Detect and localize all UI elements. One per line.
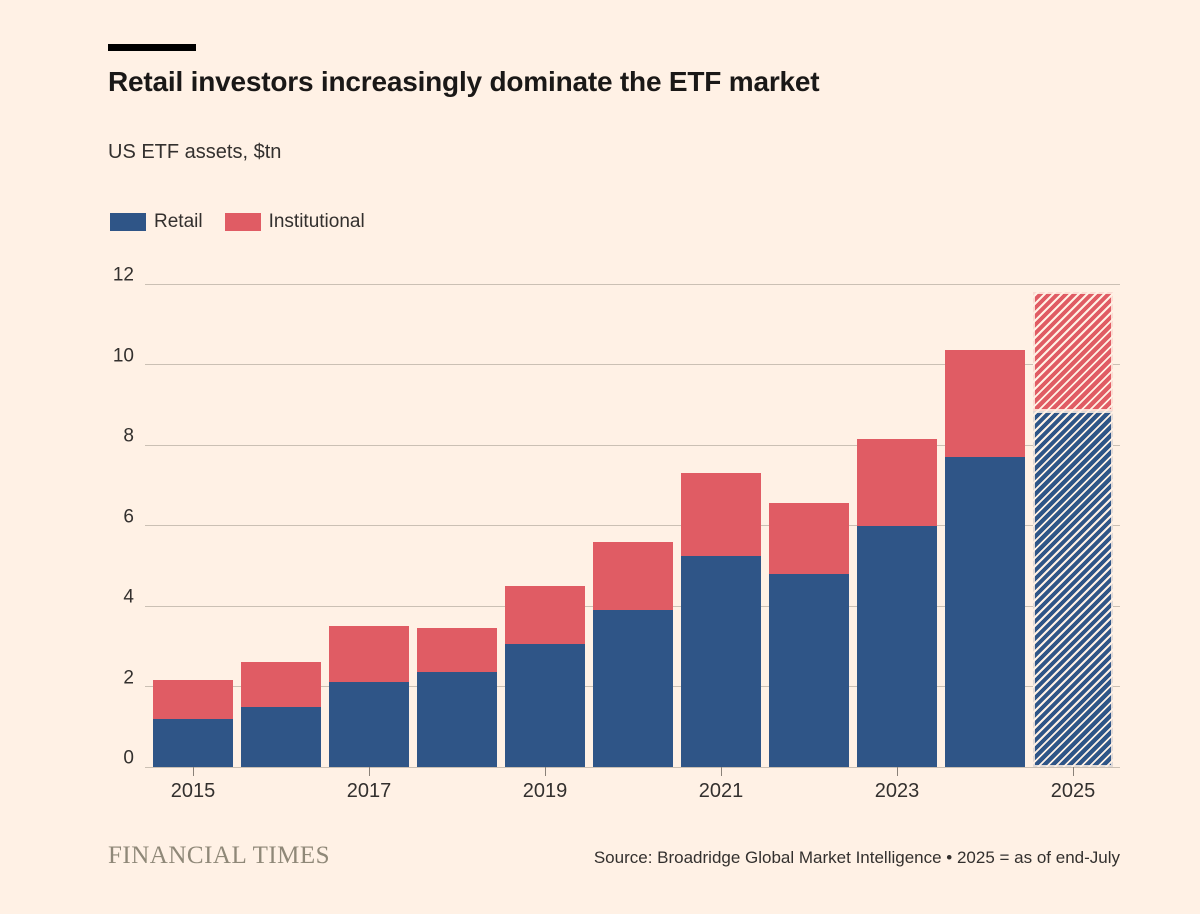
x-axis-label-2015: 2015 [170,780,216,802]
bar-segment-retail-2020 [593,610,673,767]
bar-segment-institutional-2020 [593,541,673,611]
x-axis-label-2021: 2021 [698,780,744,802]
bar-segment-institutional-2019 [505,585,585,645]
bar-2021 [681,473,761,767]
bar-segment-institutional-2016 [241,662,321,707]
x-axis-tick-2025 [1073,767,1074,776]
chart-subtitle: US ETF assets, $tn [108,141,282,163]
bar-2015 [153,680,233,767]
gridline-y-12 [145,283,1120,285]
x-axis-label-2017: 2017 [346,780,392,802]
bar-2024 [945,350,1025,767]
bar-segment-retail-2024 [945,457,1025,767]
source-note: Source: Broadridge Global Market Intelli… [593,848,1120,867]
bar-segment-retail-2019 [505,644,585,767]
bar-2022 [769,503,849,767]
bar-2019 [505,585,585,767]
y-axis-label-10: 10 [112,345,134,366]
gridline-y-10 [145,364,1120,365]
x-axis-label-2025: 2025 [1050,780,1096,802]
y-axis-label-0: 0 [123,747,134,769]
gridline-y-0 [145,766,1120,768]
bar-segment-retail-2018 [417,672,497,767]
bar-segment-retail-2021 [681,555,761,767]
chart-title: Retail investors increasingly dominate t… [108,66,820,97]
bar-segment-institutional-2024 [945,350,1025,458]
bar-2020 [593,541,673,767]
y-axis-label-12: 12 [112,264,134,286]
bar-segment-institutional-2022 [769,503,849,574]
legend-label-retail: Retail [154,211,203,232]
bar-segment-retail-2016 [241,706,321,767]
bar-segment-retail-2025 [1033,410,1113,767]
x-axis-tick-2021 [721,767,722,776]
bar-segment-institutional-2015 [153,680,233,719]
bar-2017 [329,626,409,767]
bar-segment-retail-2015 [153,718,233,767]
x-axis-tick-2017 [369,767,370,776]
bar-segment-institutional-2017 [329,626,409,683]
bar-segment-institutional-2023 [857,438,937,526]
y-axis-label-2: 2 [123,667,134,688]
y-axis-label-8: 8 [123,425,134,447]
bar-segment-retail-2023 [857,525,937,767]
gridline-y-8 [145,444,1120,446]
x-axis-tick-2023 [897,767,898,776]
bar-2018 [417,628,497,767]
legend-swatch-institutional [224,213,261,231]
legend-swatch-retail [110,213,146,231]
x-axis-tick-2019 [545,767,546,776]
bar-segment-institutional-2025 [1033,292,1113,411]
bar-segment-retail-2022 [769,573,849,767]
ft-logo: FINANCIAL TIMES [108,842,331,869]
bar-2025 [1033,292,1113,767]
x-axis-tick-2015 [193,767,194,776]
bar-2023 [857,438,937,767]
gridline-y-6 [145,525,1120,526]
y-axis-label-4: 4 [123,586,134,608]
bar-segment-retail-2017 [329,682,409,767]
legend-label-institutional: Institutional [268,211,365,232]
plot-area: 0 2 4 6 8 10 12 2015 2017 2019 2021 2023 2025 [113,266,1120,802]
x-axis-label-2023: 2023 [874,780,920,802]
y-axis-label-6: 6 [123,506,134,527]
headline-rule [108,44,196,51]
x-axis-label-2019: 2019 [522,780,568,802]
legend: Retail Institutional [110,211,365,233]
bar-segment-institutional-2021 [681,473,761,556]
bar-segment-institutional-2018 [417,628,497,673]
bar-2016 [241,662,321,767]
